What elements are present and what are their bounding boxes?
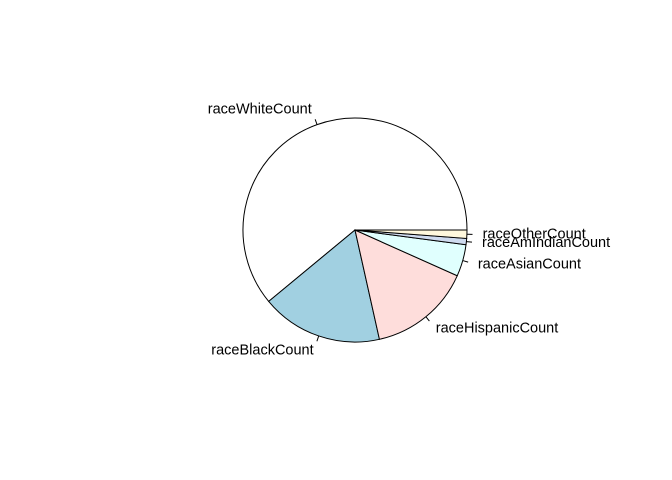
slices-layer — [242, 117, 468, 343]
leader-line-raceAmIndianCount — [466, 241, 473, 243]
slice-label-raceHispanicCount: raceHispanicCount — [436, 321, 559, 337]
slice-label-raceAsianCount: raceAsianCount — [478, 257, 581, 273]
leader-line-raceWhiteCount — [314, 119, 318, 125]
leader-line-raceBlackCount — [316, 335, 320, 342]
labels-layer: raceWhiteCount raceBlackCount raceHispanic… — [208, 102, 610, 359]
pie-slice-raceWhiteCount — [242, 117, 468, 303]
slice-label-raceOtherCount: raceOtherCount — [483, 227, 586, 243]
slice-label-raceWhiteCount: raceWhiteCount — [208, 102, 312, 118]
leader-line-raceAsianCount — [462, 260, 469, 263]
leader-line-raceHispanicCount — [425, 316, 430, 322]
pie-slice-raceHispanicCount — [354, 229, 458, 340]
slice-label-raceAmIndianCount: raceAmIndianCount — [482, 235, 610, 251]
pie-slice-raceBlackCount — [267, 229, 381, 343]
slice-label-raceBlackCount: raceBlackCount — [211, 343, 313, 359]
